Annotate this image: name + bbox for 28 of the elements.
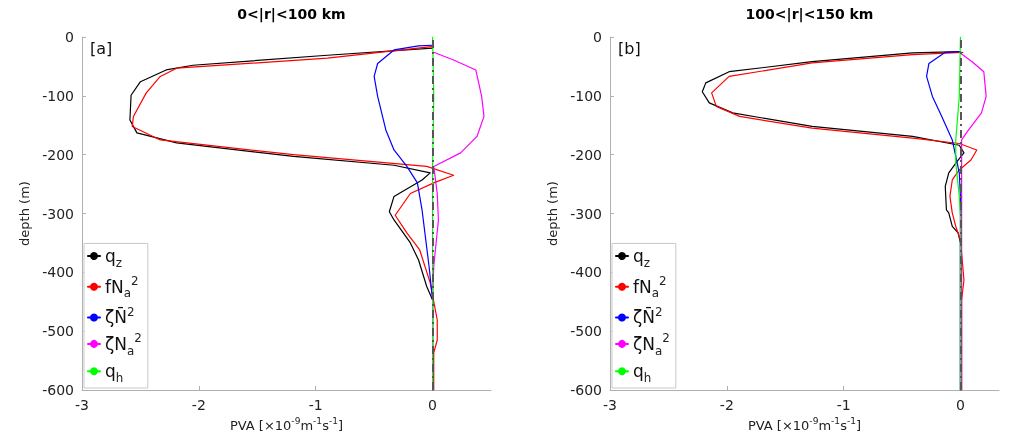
y-tick-label: 0 <box>65 29 74 45</box>
annotation: [a] <box>90 38 113 58</box>
x-tick-label: 0 <box>428 397 438 413</box>
y-tick-label: 0 <box>593 29 602 45</box>
x-tick-label: -2 <box>719 397 734 413</box>
y-axis-title: depth (m) <box>17 181 33 246</box>
x-tick-label: -2 <box>191 397 206 413</box>
y-tick-label: -200 <box>42 146 74 163</box>
y-tick-label: -100 <box>42 87 74 104</box>
x-tick-label: -3 <box>603 397 617 413</box>
chart-title: 0<|r|<100 km <box>237 6 346 23</box>
y-tick-label: -400 <box>570 264 602 281</box>
y-tick-label: -100 <box>570 87 602 104</box>
annotation: [b] <box>618 38 641 58</box>
x-tick-label: -3 <box>75 397 89 413</box>
y-tick-label: -500 <box>42 323 74 340</box>
y-tick-label: -300 <box>42 205 74 222</box>
y-tick-label: -600 <box>42 382 74 398</box>
x-tick-label: -1 <box>836 397 851 413</box>
x-tick-label: 0 <box>955 397 965 413</box>
y-axis-title: depth (m) <box>545 181 561 246</box>
y-tick-label: -600 <box>570 382 602 398</box>
y-tick-label: -500 <box>570 323 602 340</box>
y-tick-label: -300 <box>570 205 602 222</box>
y-tick-label: -400 <box>42 264 74 281</box>
y-tick-label: -200 <box>570 146 602 163</box>
x-tick-label: -1 <box>308 397 323 413</box>
chart-title: 100<|r|<150 km <box>745 6 874 23</box>
